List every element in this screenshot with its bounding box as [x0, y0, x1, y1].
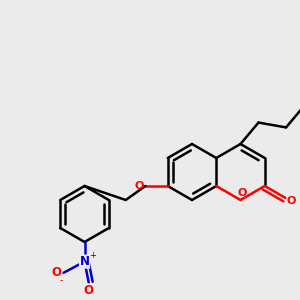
- Text: O: O: [135, 181, 144, 191]
- Text: -: -: [60, 275, 63, 285]
- Text: O: O: [52, 266, 61, 279]
- Text: +: +: [89, 251, 96, 260]
- Text: O: O: [238, 188, 247, 198]
- Text: N: N: [80, 255, 89, 268]
- Text: O: O: [84, 284, 94, 297]
- Text: O: O: [287, 196, 296, 206]
